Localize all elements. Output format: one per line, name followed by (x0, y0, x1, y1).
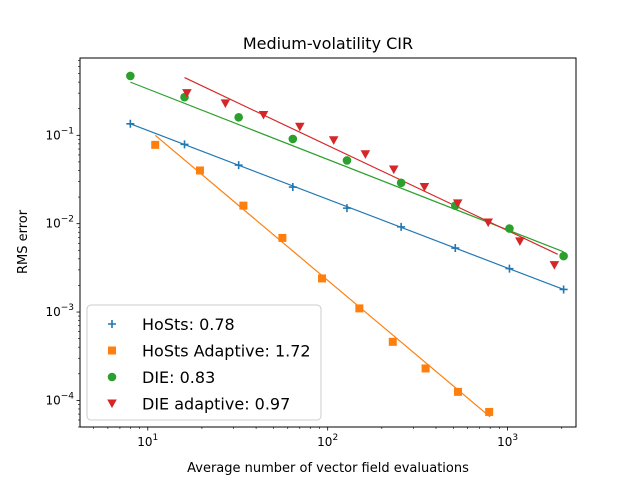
data-point-series-2 (195, 166, 204, 175)
data-point-series-4 (388, 165, 399, 175)
data-point-series-2 (239, 201, 248, 210)
data-point-series-1 (288, 183, 297, 192)
legend-marker-series-2 (108, 346, 116, 355)
data-point-series-3 (126, 71, 135, 81)
x-axis-label: Average number of vector field evaluatio… (187, 461, 469, 476)
legend-marker-series-3 (107, 372, 117, 382)
data-point-series-2 (485, 407, 494, 416)
data-point-series-1 (559, 285, 568, 294)
legend-box (86, 304, 322, 421)
data-point-series-2 (278, 233, 287, 242)
data-point-series-2 (318, 274, 327, 283)
data-point-series-4 (328, 136, 339, 145)
data-point-series-4 (419, 183, 430, 192)
y-axis: 10−4 10−3 10−2 10−1 (45, 60, 80, 428)
data-point-series-3 (342, 156, 352, 165)
data-point-series-2 (421, 364, 430, 373)
data-point-series-1 (126, 119, 135, 128)
legend-label-series-2: HoSts Adaptive: 1.72 (142, 342, 311, 361)
data-point-series-3 (505, 224, 514, 233)
data-point-series-4 (452, 199, 463, 208)
legend-label-series-3: DIE: 0.83 (142, 368, 215, 387)
data-point-series-3 (396, 178, 406, 188)
legend: HoSts: 0.78 HoSts Adaptive: 1.72 DIE: 0.83… (86, 304, 322, 421)
legend-marker-series-4 (107, 399, 117, 409)
x-tick-label: 103 (497, 433, 518, 449)
data-point-series-4 (549, 261, 560, 270)
x-tick-label: 102 (317, 433, 338, 449)
y-tick-label: 10−1 (45, 126, 74, 142)
data-point-series-1 (451, 244, 460, 253)
data-point-series-4 (483, 218, 493, 228)
data-point-series-1 (397, 222, 406, 231)
data-point-series-2 (355, 304, 364, 313)
data-point-series-2 (453, 387, 462, 396)
data-point-series-4 (515, 237, 525, 247)
y-tick-label: 10−2 (45, 215, 74, 231)
y-tick-label: 10−4 (45, 391, 74, 407)
data-point-series-1 (234, 161, 243, 170)
data-point-series-4 (360, 150, 371, 159)
data-point-series-4 (220, 99, 231, 108)
data-point-series-3 (288, 134, 298, 144)
chart-title: Medium-volatility CIR (243, 34, 413, 53)
legend-marker-series-1 (108, 320, 116, 328)
fit-line-series-4 (184, 77, 559, 255)
data-point-series-2 (151, 140, 160, 149)
data-point-series-4 (182, 89, 192, 98)
data-point-series-1 (180, 140, 189, 149)
data-point-series-2 (388, 337, 397, 346)
y-axis-label: RMS error (16, 209, 31, 274)
y-tick-label: 10−3 (45, 303, 74, 319)
x-tick-label: 101 (137, 433, 158, 449)
data-markers (126, 71, 568, 416)
legend-label-series-1: HoSts: 0.78 (142, 315, 235, 334)
data-point-series-3 (559, 251, 568, 261)
legend-label-series-4: DIE adaptive: 0.97 (142, 395, 290, 414)
data-point-series-4 (295, 122, 305, 132)
data-point-series-4 (258, 110, 269, 120)
data-point-series-3 (234, 112, 243, 122)
data-point-series-1 (342, 204, 351, 213)
data-point-series-1 (505, 264, 514, 273)
x-axis: 101 102 103 (93, 427, 563, 449)
